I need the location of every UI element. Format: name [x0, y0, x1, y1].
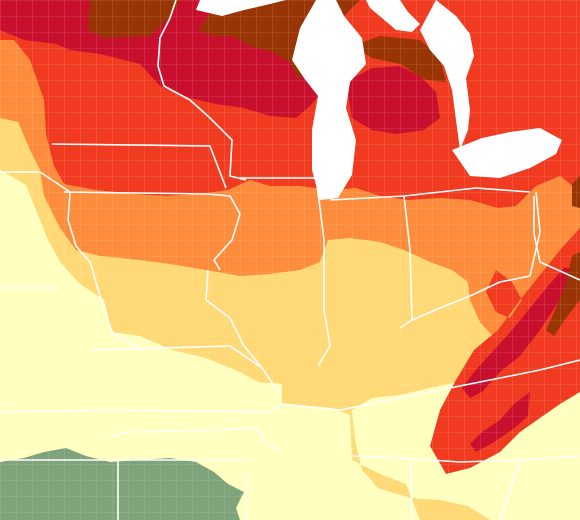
- lake-erie: [452, 128, 562, 178]
- lake-superior: [196, 0, 420, 32]
- state-border: [51, 143, 227, 189]
- state-border: [0, 403, 283, 413]
- state-border: [411, 191, 541, 321]
- state-border: [281, 359, 580, 411]
- state-border: [157, 0, 247, 181]
- state-border: [89, 345, 263, 369]
- state-border: [0, 171, 141, 349]
- state-border: [205, 269, 281, 395]
- state-border: [409, 459, 413, 520]
- lake-michigan: [292, 0, 366, 200]
- state-border: [399, 195, 413, 329]
- state-border: [63, 191, 241, 271]
- state-border: [499, 459, 521, 520]
- state-border: [109, 427, 281, 451]
- state-border: [351, 455, 580, 463]
- lake-huron: [420, 0, 474, 150]
- state-border: [533, 196, 580, 281]
- state-border: [329, 187, 531, 201]
